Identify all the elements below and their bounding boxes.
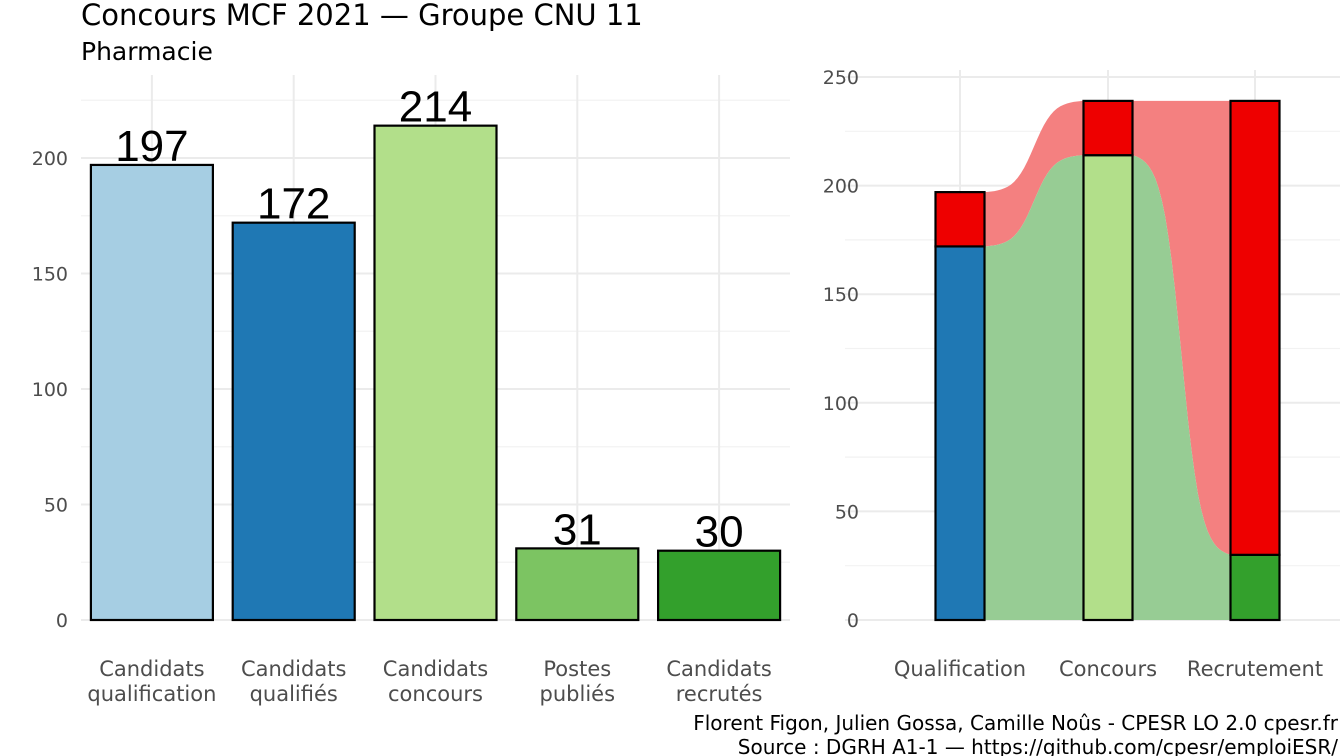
x-tick-label: qualifiés — [250, 682, 338, 706]
y-tick-label: 100 — [32, 379, 68, 401]
stacked-bar-segment — [1082, 154, 1134, 622]
flow-ribbon — [1132, 155, 1231, 620]
y-tick-label: 150 — [32, 264, 68, 286]
y-tick-label: 50 — [44, 495, 68, 517]
y-tick-label: 200 — [823, 176, 859, 198]
y-tick-label: 250 — [823, 67, 859, 89]
data-label: 214 — [399, 83, 472, 132]
caption-source: Source : DGRH A1-1 — https://github.com/… — [738, 735, 1338, 756]
x-tick-label: Candidats — [383, 657, 488, 681]
x-tick-label: concours — [388, 682, 483, 706]
x-tick-label: publiés — [540, 682, 616, 706]
data-label: 172 — [257, 180, 330, 229]
flow-ribbon — [984, 155, 1084, 620]
x-tick-label: Candidats — [666, 657, 771, 681]
x-tick-label: Recrutement — [1187, 657, 1323, 681]
data-label: 30 — [695, 508, 744, 557]
y-tick-label: 200 — [32, 148, 68, 170]
chart-title: Concours MCF 2021 — Groupe CNU 11 — [81, 0, 643, 32]
y-tick-label: 0 — [56, 610, 68, 632]
x-tick-label: Postes — [543, 657, 611, 681]
x-tick-label: Concours — [1059, 657, 1157, 681]
right-stacked-flow-chart: 0 50 100 150 200 250 Qualification Concours Recr… — [823, 67, 1340, 681]
stacked-bar-segment — [1229, 553, 1281, 622]
bar — [231, 221, 356, 622]
flow-ribbon — [1132, 100, 1231, 555]
y-tick-label: 150 — [823, 284, 859, 306]
caption-authors: Florent Figon, Julien Gossa, Camille Noû… — [693, 711, 1339, 735]
chart-subtitle: Pharmacie — [81, 37, 213, 66]
x-tick-label: recrutés — [676, 682, 763, 706]
bar — [89, 163, 215, 622]
y-tick-label: 50 — [835, 501, 859, 523]
bar — [373, 124, 498, 622]
y-tick-label: 100 — [823, 393, 859, 415]
bar — [656, 549, 782, 622]
data-label: 31 — [553, 505, 602, 554]
stacked-bar-segment — [934, 191, 986, 248]
x-tick-label: qualification — [87, 682, 216, 706]
bar — [515, 547, 640, 622]
data-label: 197 — [115, 122, 188, 171]
stacked-bar-segment — [1082, 99, 1134, 157]
stacked-bar-segment — [934, 245, 986, 622]
x-tick-label: Qualification — [894, 657, 1026, 681]
flow-ribbon — [984, 100, 1084, 247]
x-tick-label: Candidats — [241, 657, 346, 681]
x-tick-label: Candidats — [99, 657, 204, 681]
stacked-bar-segment — [1229, 99, 1281, 556]
y-tick-label: 0 — [847, 610, 859, 632]
